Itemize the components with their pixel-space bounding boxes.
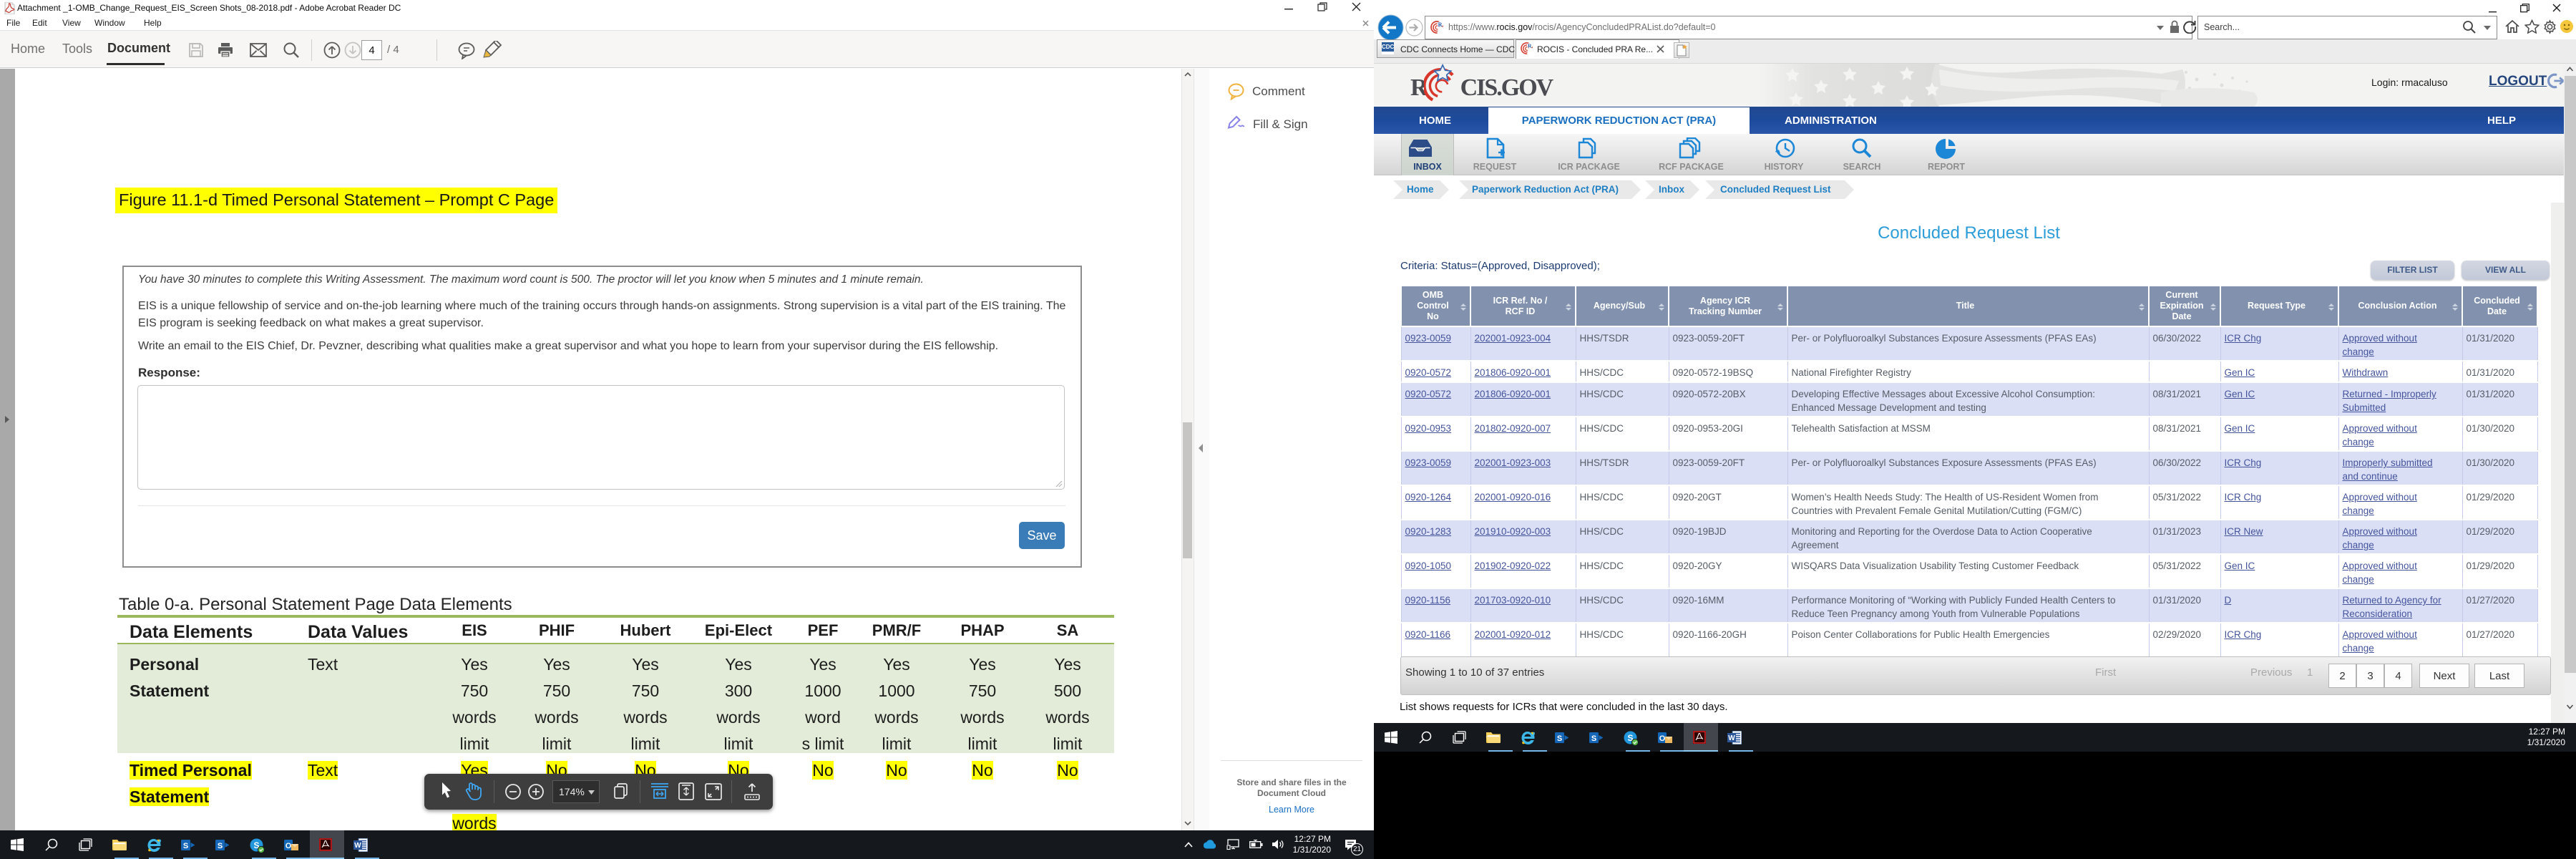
svg-text:O: O: [1659, 734, 1666, 743]
svg-text:S: S: [1627, 733, 1633, 743]
svg-text:S: S: [218, 842, 223, 850]
svg-text:S: S: [183, 842, 188, 850]
svg-text:W: W: [354, 842, 361, 850]
svg-text:S: S: [253, 840, 259, 850]
svg-text:S: S: [1591, 734, 1596, 743]
svg-text:S: S: [1557, 734, 1562, 743]
svg-text:O: O: [286, 842, 292, 850]
svg-text:R: R: [1438, 21, 1443, 28]
svg-text:R: R: [1528, 43, 1532, 49]
svg-text:W: W: [1728, 734, 1735, 742]
